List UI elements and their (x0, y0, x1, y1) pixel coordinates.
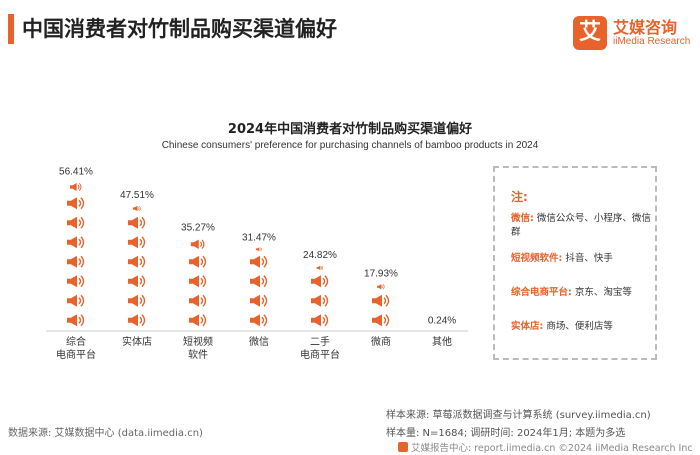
brand-subtitle: iiMedia Research (613, 36, 691, 47)
note-item-physical-store: 实体店: 商场、便利店等 (511, 320, 651, 334)
data-label: 35.27% (181, 223, 215, 234)
data-label: 56.41% (59, 167, 93, 178)
megaphone-icon (250, 275, 268, 288)
megaphone-icon (190, 239, 205, 250)
megaphone-icon (377, 284, 385, 290)
megaphone-icon (189, 294, 207, 307)
note-item-wechat: 微信: 微信公众号、小程序、微信群 (511, 212, 651, 240)
megaphone-icon (128, 314, 146, 327)
megaphone-icon (128, 236, 146, 249)
category-label: 二手 (310, 335, 330, 348)
data-label: 24.82% (303, 250, 337, 261)
megaphone-icon (67, 314, 85, 327)
data-label: 17.93% (364, 268, 398, 279)
chart-subtitle: Chinese consumers' preference for purcha… (161, 140, 539, 151)
megaphone-icon (67, 197, 85, 210)
note-text: 抖音、快手 (565, 253, 613, 264)
megaphone-icon (128, 216, 146, 229)
note-key: 短视频软件: (511, 253, 563, 264)
megaphone-icon (128, 275, 146, 288)
data-label: 0.24% (428, 315, 456, 326)
note-item-short-video: 短视频软件: 抖音、快手 (511, 252, 651, 266)
title-accent-bar (8, 14, 14, 44)
sample-info: 样本量: N=1684; 调研时间: 2024年1月; 本题为多选 (386, 428, 626, 439)
megaphone-icon (372, 294, 390, 307)
megaphone-icon (372, 314, 390, 327)
megaphone-icon (250, 255, 268, 268)
brand-logo: 艾 艾媒咨询 iiMedia Research (573, 12, 693, 56)
category-label: 实体店 (122, 335, 152, 348)
note-text: 京东、淘宝等 (574, 287, 632, 298)
megaphone-icon (128, 255, 146, 268)
megaphone-icon (250, 294, 268, 307)
page-title: 中国消费者对竹制品购买渠道偏好 (22, 17, 337, 41)
note-item-ecommerce: 综合电商平台: 京东、淘宝等 (511, 286, 651, 300)
megaphone-icon (132, 205, 141, 212)
category-label: 短视频 (183, 335, 213, 348)
megaphone-icon (316, 265, 324, 271)
bar-column (128, 205, 146, 327)
bar-column (250, 247, 268, 327)
category-label: 综合 (66, 335, 86, 348)
category-label: 微信 (249, 335, 269, 348)
note-text: 微信公众号、小程序、微信群 (511, 213, 651, 238)
megaphone-icon (311, 314, 329, 327)
chart-title: 2024年中国消费者对竹制品购买渠道偏好 (227, 122, 473, 137)
data-label: 31.47% (242, 233, 276, 244)
brand-name: 艾媒咨询 (613, 18, 678, 37)
megaphone-icon (67, 236, 85, 249)
bar-column (189, 239, 207, 327)
megaphone-icon (70, 183, 82, 192)
category-label: 其他 (432, 335, 452, 348)
megaphone-icon (67, 255, 85, 268)
bar-column (67, 183, 85, 327)
note-key: 综合电商平台: (511, 287, 572, 298)
bar-column (311, 265, 329, 327)
category-label: 微商 (371, 335, 391, 348)
megaphone-icon (67, 275, 85, 288)
note-key: 微信: (511, 213, 534, 224)
megaphone-icon (189, 314, 207, 327)
bar-column (372, 284, 390, 327)
category-label: 电商平台 (56, 348, 96, 361)
megaphone-icon (250, 314, 268, 327)
sample-source: 样本来源: 草莓派数据调查与计算系统 (survey.iimedia.cn) (386, 410, 651, 421)
data-label: 47.51% (120, 190, 154, 201)
megaphone-icon (255, 247, 262, 252)
note-key: 实体店: (511, 321, 544, 332)
notes-title: 注: (511, 190, 528, 204)
megaphone-icon (311, 294, 329, 307)
megaphone-icon (189, 275, 207, 288)
megaphone-icon (128, 294, 146, 307)
megaphone-icon (189, 255, 207, 268)
copyright: 艾媒报告中心: report.iimedia.cn ©2024 iiMedia … (398, 440, 693, 454)
category-label: 电商平台 (300, 348, 340, 361)
copyright-text: 艾媒报告中心: report.iimedia.cn ©2024 iiMedia … (411, 443, 693, 454)
megaphone-icon (67, 294, 85, 307)
report-center-icon (398, 442, 408, 452)
notes-box: 注: 微信: 微信公众号、小程序、微信群 短视频软件: 抖音、快手 综合电商平台… (493, 166, 657, 360)
brand-mark-icon: 艾 (573, 16, 607, 50)
note-text: 商场、便利店等 (546, 321, 613, 332)
category-label: 软件 (188, 348, 208, 361)
megaphone-icon (67, 216, 85, 229)
megaphone-icon (311, 275, 329, 288)
data-source: 数据来源: 艾媒数据中心 (data.iimedia.cn) (8, 428, 203, 439)
